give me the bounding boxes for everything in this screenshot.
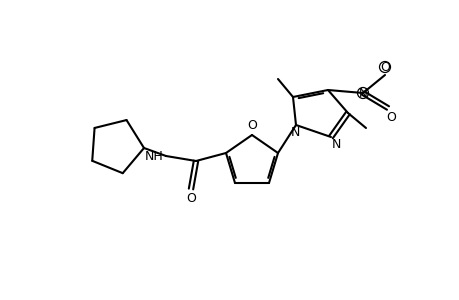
Text: O: O [185,192,196,205]
Text: O: O [385,111,395,124]
Text: NH: NH [145,149,164,163]
Text: N: N [358,86,367,100]
Text: N: N [331,138,341,151]
Text: O: O [246,119,257,132]
Text: N: N [290,126,299,139]
Text: O: O [379,61,389,74]
